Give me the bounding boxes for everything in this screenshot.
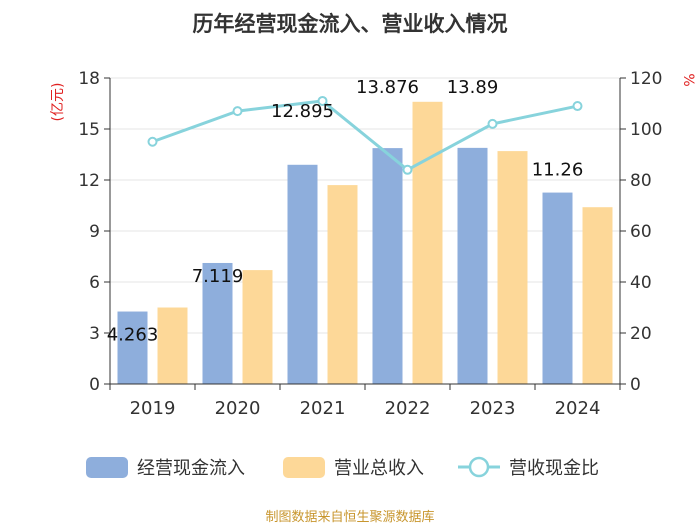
- legend-label-total-revenue: 营业总收入: [334, 458, 424, 479]
- legend-swatch-operating-cash-inflow: [86, 457, 128, 478]
- bar-operating-cash-inflow: [287, 164, 318, 384]
- x-tick-label: 2019: [130, 398, 176, 419]
- bar-operating-cash-inflow: [542, 192, 573, 384]
- bar-total-revenue: [157, 307, 188, 384]
- legend: 经营现金流入 营业总收入 营收现金比: [86, 456, 599, 479]
- left-tick-label: 12: [78, 171, 100, 191]
- line-point: [572, 101, 583, 112]
- line-point: [317, 95, 328, 106]
- bar-total-revenue: [582, 207, 613, 384]
- x-tick-label: 2023: [470, 398, 516, 419]
- right-tick-label: 120: [630, 69, 662, 89]
- right-tick-label: 0: [630, 375, 641, 395]
- bars: [117, 101, 613, 385]
- bar-total-revenue: [242, 270, 273, 384]
- left-tick-label: 6: [89, 273, 100, 293]
- left-axis-unit: (亿元): [50, 83, 66, 122]
- right-tick-label: 20: [630, 324, 652, 344]
- line-point: [232, 106, 243, 117]
- bar-operating-cash-inflow: [117, 311, 148, 384]
- bar-operating-cash-inflow: [202, 262, 233, 384]
- line-cash-revenue-ratio: [151, 99, 578, 172]
- chart-title: 历年经营现金流入、营业收入情况: [192, 12, 508, 36]
- axes: 0 3 6 9 12 15 18 0 20 40 60 80 100 120 2019 2020 2021 202…: [50, 69, 696, 419]
- right-tick-label: 100: [630, 120, 662, 140]
- right-tick-label: 40: [630, 273, 652, 293]
- right-axis-unit: %: [680, 73, 696, 86]
- x-tick-label: 2022: [385, 398, 431, 419]
- bar-total-revenue: [412, 101, 443, 385]
- left-tick-label: 18: [78, 69, 100, 89]
- data-label: 11.26: [532, 160, 584, 181]
- right-tick-label: 80: [630, 171, 652, 191]
- x-tick-label: 2021: [300, 398, 346, 419]
- data-label: 4.263: [107, 325, 159, 346]
- line-point: [147, 136, 158, 147]
- legend-label-operating-cash-inflow: 经营现金流入: [137, 458, 245, 479]
- legend-label-ratio: 营收现金比: [509, 458, 599, 479]
- legend-swatch-total-revenue: [283, 457, 325, 478]
- bar-operating-cash-inflow: [457, 147, 488, 384]
- data-label: 13.876: [356, 77, 419, 98]
- x-tick-label: 2024: [555, 398, 601, 419]
- right-tick-label: 60: [630, 222, 652, 242]
- bar-operating-cash-inflow: [372, 148, 403, 384]
- data-labels: 4.263 7.119 12.895 13.876 13.89 11.26: [107, 77, 584, 346]
- left-tick-label: 9: [89, 222, 100, 242]
- grid-lines: [110, 77, 620, 334]
- bar-total-revenue: [497, 151, 528, 384]
- left-tick-label: 3: [89, 324, 100, 344]
- left-tick-label: 15: [78, 120, 100, 140]
- data-label: 7.119: [192, 266, 244, 287]
- line-point: [487, 118, 498, 129]
- left-tick-label: 0: [89, 375, 100, 395]
- footer-credit: 制图数据来自恒生聚源数据库: [265, 510, 435, 525]
- line-series: [147, 95, 583, 175]
- bar-total-revenue: [327, 185, 358, 384]
- line-point: [402, 164, 413, 175]
- x-tick-label: 2020: [215, 398, 261, 419]
- legend-swatch-ratio-marker: [468, 456, 490, 478]
- data-label: 13.89: [447, 77, 499, 98]
- data-label: 12.895: [271, 101, 334, 122]
